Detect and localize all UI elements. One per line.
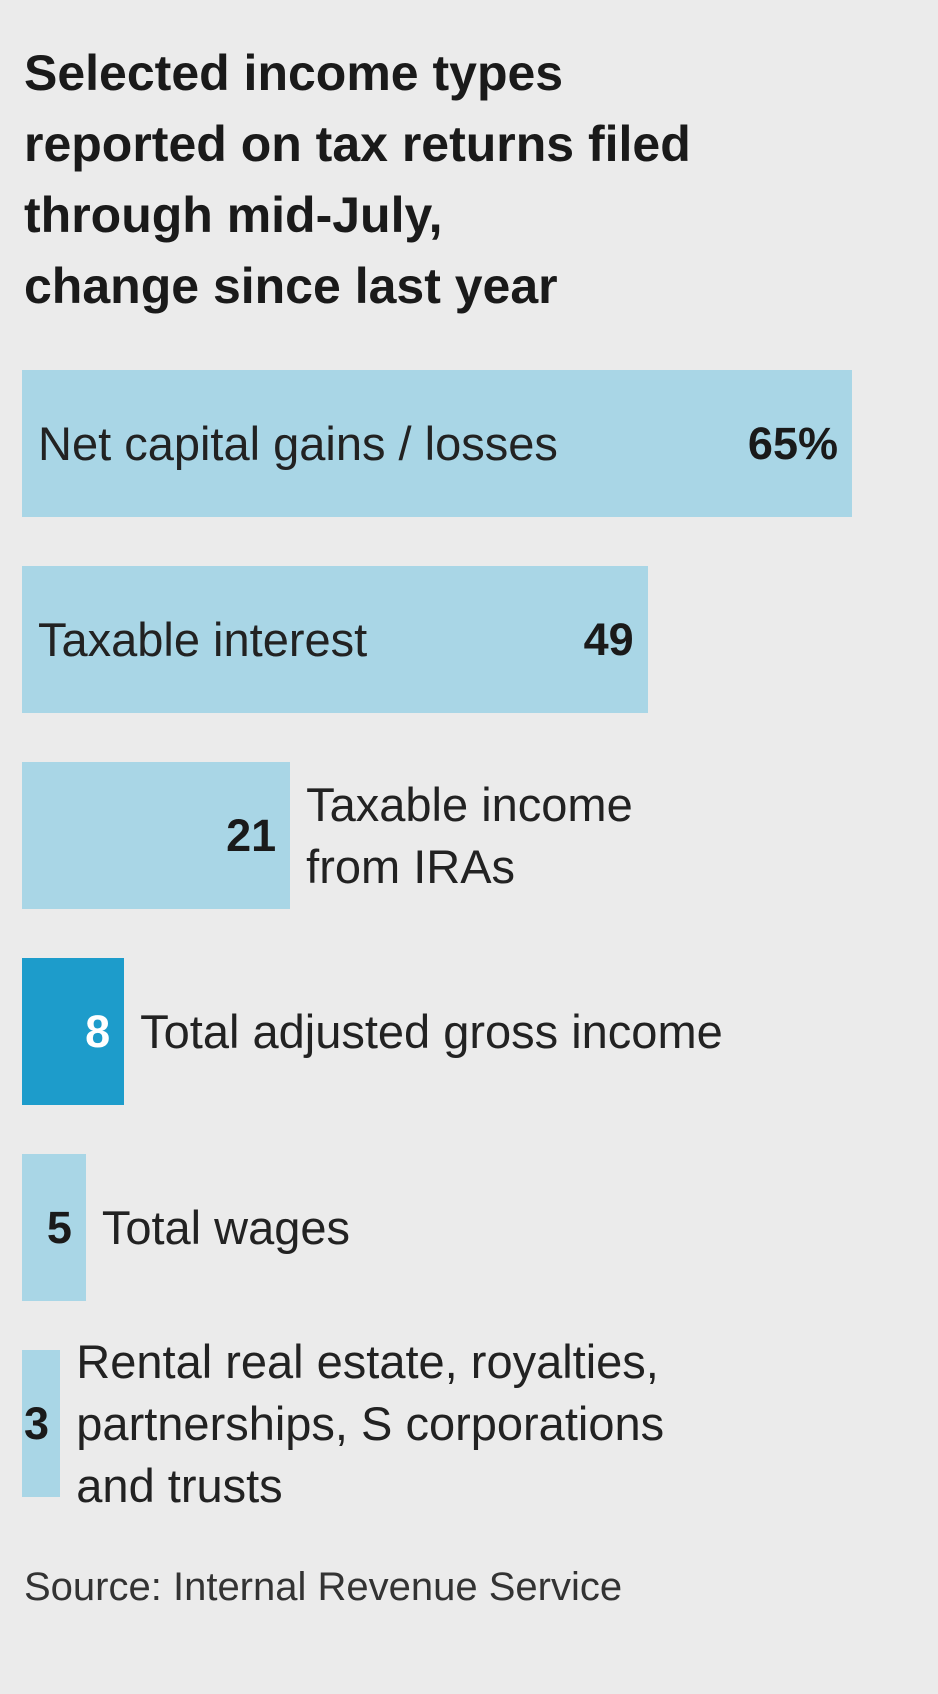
category-label: Taxable income from IRAs <box>306 777 633 893</box>
bar <box>22 1154 86 1301</box>
bar <box>22 958 125 1105</box>
category-label: Taxable interest <box>38 612 368 666</box>
category-label: Total wages <box>101 1200 351 1254</box>
bar <box>22 1350 61 1497</box>
value-label: 5 <box>46 1201 72 1253</box>
value-label: 8 <box>85 1005 111 1057</box>
chart-title: Selected income types reported on tax re… <box>24 45 691 314</box>
value-label: 49 <box>583 613 634 665</box>
value-label: 3 <box>24 1397 50 1449</box>
bar <box>22 566 648 713</box>
value-label: 65% <box>747 417 838 469</box>
category-label: Net capital gains / losses <box>38 416 558 470</box>
value-label: 21 <box>226 809 277 861</box>
bar <box>22 370 852 517</box>
category-label: Rental real estate, royalties, partnersh… <box>76 1334 665 1512</box>
category-label: Total adjusted gross income <box>140 1004 723 1058</box>
source-note: Source: Internal Revenue Service <box>24 1565 623 1609</box>
bar <box>22 762 291 909</box>
